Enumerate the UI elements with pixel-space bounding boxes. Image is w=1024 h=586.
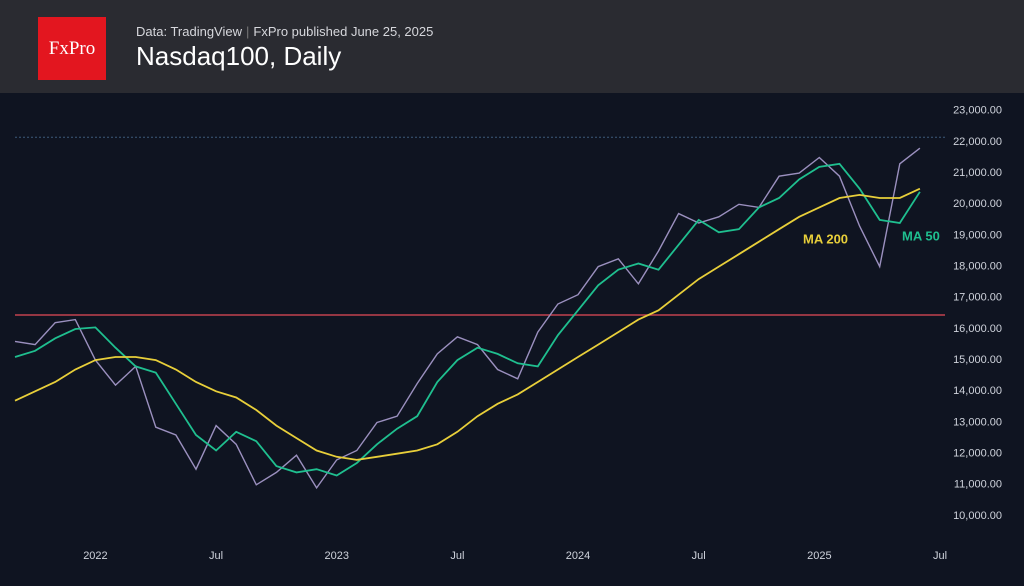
- x-tick-label: Jul: [692, 550, 706, 562]
- separator: |: [246, 24, 250, 39]
- chart-title: Nasdaq100, Daily: [136, 41, 342, 71]
- ma-line: [14, 187, 921, 461]
- y-tick-label: 22,000.00: [953, 136, 1002, 148]
- y-tick-label: 10,000.00: [953, 510, 1002, 522]
- y-tick-label: 23,000.00: [953, 105, 1002, 117]
- x-tick-label: Jul: [450, 550, 464, 562]
- ma-line: [14, 162, 921, 477]
- y-tick-label: 18,000.00: [953, 261, 1002, 273]
- x-tick-label: 2022: [83, 550, 107, 562]
- y-tick-label: 13,000.00: [953, 416, 1002, 428]
- y-tick-label: 12,000.00: [953, 448, 1002, 460]
- x-tick-label: 2025: [807, 550, 831, 562]
- x-tick-label: 2024: [566, 550, 590, 562]
- logo: FxPro: [38, 17, 106, 80]
- y-tick-label: 16,000.00: [953, 323, 1002, 335]
- x-tick-label: 2023: [324, 550, 348, 562]
- x-tick-label: Jul: [209, 550, 223, 562]
- x-tick-label: Jul: [933, 550, 947, 562]
- series-label: MA 50: [902, 228, 940, 243]
- y-tick-label: 20,000.00: [953, 198, 1002, 210]
- source: Data: TradingView: [136, 24, 242, 39]
- subtitle: Data: TradingView | FxPro published June 2…: [136, 24, 433, 39]
- y-tick-label: 17,000.00: [953, 292, 1002, 304]
- y-tick-label: 19,000.00: [953, 229, 1002, 241]
- price-line: [14, 147, 921, 490]
- y-tick-label: 21,000.00: [953, 167, 1002, 179]
- header: FxPro Data: TradingView | FxPro published …: [0, 0, 1024, 93]
- y-tick-label: 11,000.00: [954, 479, 1002, 491]
- y-tick-label: 14,000.00: [953, 385, 1002, 397]
- y-tick-label: 15,000.00: [953, 354, 1002, 366]
- published: FxPro published June 25, 2025: [253, 24, 434, 39]
- series-label: MA 200: [803, 231, 848, 246]
